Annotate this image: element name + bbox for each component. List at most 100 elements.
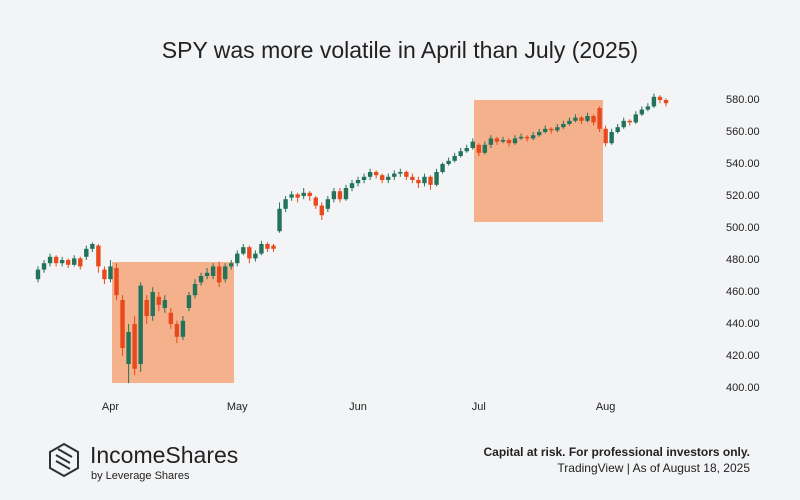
candle-body (253, 253, 258, 259)
chart-title: SPY was more volatile in April than July… (162, 37, 638, 63)
candle-body (416, 180, 421, 184)
candle-body (307, 192, 312, 196)
candle-body (555, 127, 560, 131)
candle-body (319, 205, 325, 216)
x-tick-label: Aug (596, 401, 616, 413)
candle-body (392, 173, 397, 177)
candle-body (247, 247, 252, 259)
candle-body (440, 164, 445, 172)
candle-body (241, 247, 246, 254)
candle-body (138, 285, 143, 364)
x-tick-label: May (227, 401, 248, 413)
candle-body (108, 266, 113, 280)
candle-body (506, 140, 512, 144)
candle-body (168, 312, 174, 324)
candle-body (452, 156, 457, 161)
candle-body (367, 172, 373, 177)
candle-body (331, 191, 337, 200)
candle-body (265, 244, 270, 249)
candles (35, 93, 669, 384)
candle-body (150, 292, 155, 316)
candle-body (561, 124, 566, 128)
candle-body (464, 148, 469, 152)
candle-body (259, 244, 264, 254)
candle-body (536, 132, 542, 136)
candle-body (603, 128, 608, 144)
disclaimer: Capital at risk. For professional invest… (483, 445, 750, 459)
candle-body (615, 127, 620, 132)
candle-body (488, 138, 494, 145)
candle-body (126, 332, 131, 364)
candle-body (428, 176, 433, 185)
candle-body (59, 260, 65, 264)
y-tick-label: 440.00 (726, 318, 760, 330)
candle-body (174, 324, 180, 337)
candle-body (90, 244, 95, 249)
candle-body (597, 108, 602, 129)
brand-subtitle: by Leverage Shares (91, 470, 190, 482)
candle-body (84, 248, 89, 257)
candle-body (458, 151, 463, 156)
candle-body (585, 116, 590, 121)
candle-body (476, 144, 482, 153)
y-tick-label: 560.00 (726, 126, 760, 138)
candle-body (204, 272, 210, 276)
candle-body (470, 141, 475, 148)
candle-body (114, 268, 119, 296)
candle-body (627, 120, 632, 123)
candle-body (53, 256, 59, 264)
candle-body (337, 191, 343, 200)
candle-body (271, 245, 276, 249)
candle-body (543, 128, 548, 132)
candle-body (144, 300, 149, 316)
candle-body (102, 269, 107, 280)
candle-body (579, 117, 584, 121)
candle-body (132, 324, 137, 369)
candle-body (500, 140, 506, 142)
candle-body (410, 176, 415, 180)
candle-body (422, 176, 427, 184)
candle-body (313, 197, 318, 206)
candle-body (639, 109, 645, 115)
candle-body (512, 138, 518, 144)
brand-name: IncomeShares (90, 442, 238, 468)
candle-body (494, 138, 500, 142)
candle-body (657, 96, 663, 100)
candle-body (283, 199, 288, 209)
candle-body (198, 276, 204, 283)
candle-body (349, 183, 355, 188)
candle-body (633, 114, 639, 123)
candle-body (120, 300, 125, 348)
candle-body (325, 199, 331, 209)
candle-body (96, 245, 101, 267)
candle-body (398, 172, 403, 174)
candle-body (591, 116, 596, 123)
logo (49, 442, 79, 478)
candle-body (621, 120, 626, 128)
candle-body (192, 284, 198, 296)
x-tick-label: Jun (349, 401, 367, 413)
x-tick-label: Apr (102, 401, 119, 413)
candle-body (446, 160, 451, 164)
candle-body (216, 266, 222, 283)
y-tick-label: 460.00 (726, 286, 760, 298)
candle-body (210, 266, 216, 276)
candle-body (386, 176, 391, 180)
candle-body (609, 132, 614, 144)
candle-body (41, 263, 47, 270)
candle-body (530, 135, 536, 139)
candle-body (567, 120, 572, 124)
candle-body (549, 128, 554, 131)
y-tick-label: 580.00 (726, 94, 760, 106)
y-tick-label: 480.00 (726, 254, 760, 266)
candle-body (524, 136, 530, 139)
candle-body (645, 106, 651, 110)
source: TradingView | As of August 18, 2025 (557, 461, 750, 475)
candle-body (235, 253, 240, 264)
candle-body (355, 180, 361, 184)
y-tick-label: 520.00 (726, 190, 760, 202)
candle-body (361, 176, 367, 180)
y-tick-label: 400.00 (726, 382, 760, 394)
